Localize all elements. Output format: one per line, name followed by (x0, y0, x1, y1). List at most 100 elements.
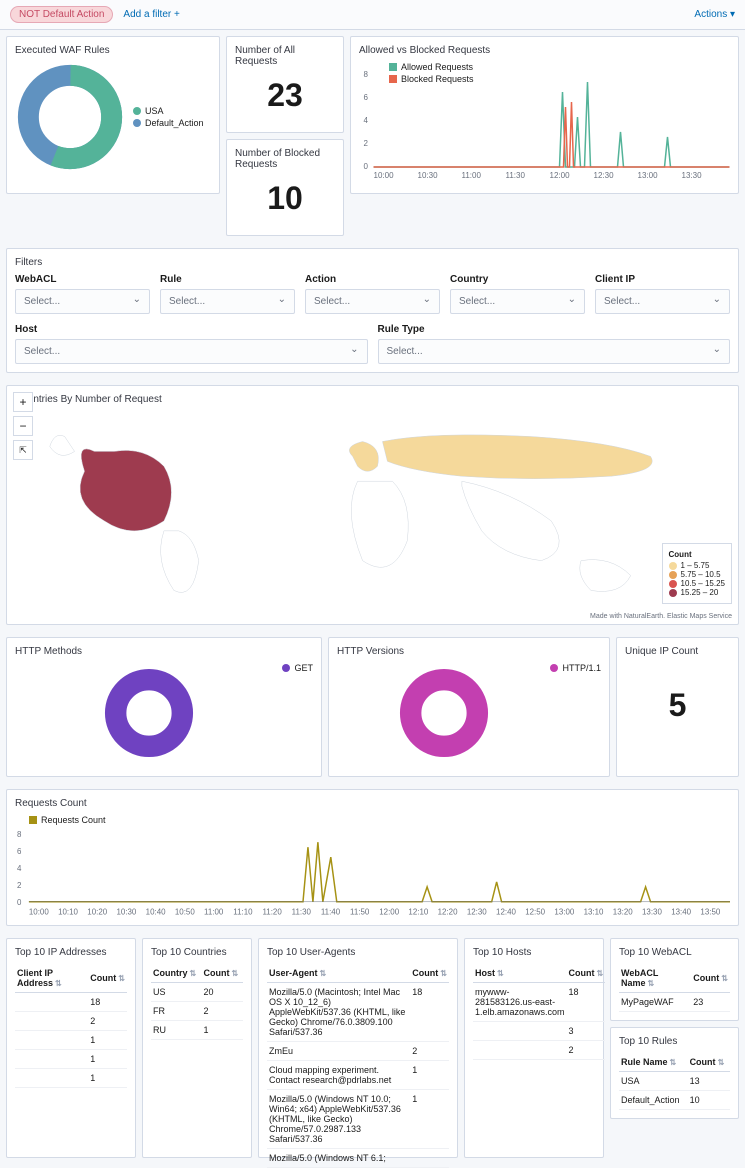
table-row[interactable]: Default_Action10 (619, 1091, 730, 1110)
column-header[interactable]: Host⇅ (473, 964, 567, 983)
svg-text:0: 0 (364, 162, 369, 171)
table-row[interactable]: 1 (15, 1069, 127, 1088)
unique-ip-value: 5 (625, 687, 730, 724)
column-header[interactable]: Count⇅ (688, 1053, 730, 1072)
top-hosts-panel: Top 10 Hosts Host⇅Count⇅mywww-281583126.… (464, 938, 604, 1158)
map-fit[interactable]: ⇱ (13, 440, 33, 460)
svg-text:12:30: 12:30 (594, 171, 615, 180)
svg-text:12:10: 12:10 (408, 908, 428, 917)
table-row[interactable]: Mozilla/5.0 (Windows NT 6.1; (267, 1149, 449, 1168)
add-filter-link[interactable]: Add a filter + (123, 9, 179, 20)
table-row[interactable]: ZmEu2 (267, 1042, 449, 1061)
table-row[interactable]: 3 (473, 1022, 605, 1041)
svg-text:6: 6 (17, 847, 22, 856)
legend-label: USA (145, 106, 164, 116)
column-header[interactable]: Count⇅ (567, 964, 606, 983)
top-rules-table: Rule Name⇅Count⇅USA13Default_Action10 (619, 1053, 730, 1110)
panel-title: Executed WAF Rules (15, 45, 211, 56)
column-header[interactable]: Rule Name⇅ (619, 1053, 688, 1072)
top-ip-panel: Top 10 IP Addresses Client IP Address⇅Co… (6, 938, 136, 1158)
world-map[interactable] (15, 411, 730, 611)
filter-select-client-ip[interactable]: Select... (595, 289, 730, 314)
top-ua-panel: Top 10 User-Agents User-Agent⇅Count⇅Mozi… (258, 938, 458, 1158)
filter-select-country[interactable]: Select... (450, 289, 585, 314)
filter-pill[interactable]: NOT Default Action (10, 6, 113, 23)
requests-count-chart: 86420 10:0010:1010:2010:3010:4010:5011:0… (15, 827, 730, 917)
map-legend: Count 1 – 5.755.75 – 10.510.5 – 15.2515.… (662, 543, 732, 604)
svg-text:11:30: 11:30 (292, 908, 312, 917)
svg-text:2: 2 (17, 881, 22, 890)
table-row[interactable]: MyPageWAF23 (619, 993, 730, 1012)
panel-title: Top 10 WebACL (619, 947, 730, 958)
svg-text:11:30: 11:30 (506, 171, 526, 180)
executed-waf-legend: USA Default_Action (133, 106, 204, 128)
filter-select-host[interactable]: Select... (15, 339, 368, 364)
http-methods-panel: HTTP Methods GET (6, 637, 322, 777)
legend-label: Blocked Requests (401, 74, 474, 84)
http-versions-donut (394, 663, 494, 763)
panel-title: Top 10 Hosts (473, 947, 595, 958)
panel-title: HTTP Methods (15, 646, 313, 657)
all-requests-panel: Number of All Requests 23 (226, 36, 344, 133)
svg-text:6: 6 (364, 93, 369, 102)
table-row[interactable]: 18 (15, 993, 127, 1012)
top-webacl-panel: Top 10 WebACL WebACL Name⇅Count⇅MyPageWA… (610, 938, 739, 1021)
svg-text:13:20: 13:20 (613, 908, 633, 917)
panel-title: HTTP Versions (337, 646, 601, 657)
table-row[interactable]: 2 (15, 1012, 127, 1031)
actions-menu[interactable]: Actions ▾ (694, 9, 735, 20)
column-header[interactable]: Count⇅ (691, 964, 730, 993)
requests-count-panel: Requests Count Requests Count 86420 10:0… (6, 789, 739, 926)
table-row[interactable]: 1 (15, 1031, 127, 1050)
countries-map-panel: Countries By Number of Request + − ⇱ Cou… (6, 385, 739, 625)
panel-title: Allowed vs Blocked Requests (359, 45, 730, 56)
panel-title: Top 10 Countries (151, 947, 243, 958)
filter-select-rule-type[interactable]: Select... (378, 339, 731, 364)
table-row[interactable]: US20 (151, 983, 243, 1002)
table-row[interactable]: Mozilla/5.0 (Macintosh; Intel Mac OS X 1… (267, 983, 449, 1042)
column-header[interactable]: Count⇅ (88, 964, 127, 993)
filter-select-webacl[interactable]: Select... (15, 289, 150, 314)
svg-text:10:50: 10:50 (175, 908, 195, 917)
svg-text:10:30: 10:30 (116, 908, 136, 917)
table-row[interactable]: Cloud mapping experiment. Contact resear… (267, 1061, 449, 1090)
table-row[interactable]: 2 (473, 1041, 605, 1060)
svg-text:13:40: 13:40 (671, 908, 691, 917)
map-zoom-out[interactable]: − (13, 416, 33, 436)
filter-bar: NOT Default Action Add a filter + Action… (0, 0, 745, 30)
svg-text:8: 8 (364, 70, 369, 79)
allowed-vs-blocked-panel: Allowed vs Blocked Requests Allowed Requ… (350, 36, 739, 194)
top-hosts-table: Host⇅Count⇅mywww-281583126.us-east-1.elb… (473, 964, 605, 1060)
column-header[interactable]: User-Agent⇅ (267, 964, 410, 983)
map-zoom-in[interactable]: + (13, 392, 33, 412)
panel-title: Requests Count (15, 798, 730, 809)
svg-text:10:20: 10:20 (87, 908, 107, 917)
legend-label: GET (294, 663, 313, 673)
blocked-requests-panel: Number of Blocked Requests 10 (226, 139, 344, 236)
svg-text:11:20: 11:20 (262, 908, 282, 917)
filter-select-rule[interactable]: Select... (160, 289, 295, 314)
svg-text:4: 4 (17, 864, 22, 873)
table-row[interactable]: USA13 (619, 1072, 730, 1091)
panel-title: Unique IP Count (625, 646, 730, 657)
svg-text:13:10: 13:10 (584, 908, 604, 917)
svg-text:10:00: 10:00 (374, 171, 395, 180)
svg-text:12:40: 12:40 (496, 908, 516, 917)
table-row[interactable]: RU1 (151, 1021, 243, 1040)
table-row[interactable]: FR2 (151, 1002, 243, 1021)
panel-title: Top 10 User-Agents (267, 947, 449, 958)
svg-text:11:00: 11:00 (204, 908, 224, 917)
filter-select-action[interactable]: Select... (305, 289, 440, 314)
svg-text:10:10: 10:10 (58, 908, 78, 917)
table-row[interactable]: mywww-281583126.us-east-1.elb.amazonaws.… (473, 983, 605, 1022)
http-methods-donut (99, 663, 199, 763)
svg-text:12:30: 12:30 (467, 908, 487, 917)
column-header[interactable]: Count⇅ (410, 964, 449, 983)
http-versions-panel: HTTP Versions HTTP/1.1 (328, 637, 610, 777)
column-header[interactable]: Client IP Address⇅ (15, 964, 88, 993)
column-header[interactable]: Country⇅ (151, 964, 202, 983)
table-row[interactable]: 1 (15, 1050, 127, 1069)
column-header[interactable]: WebACL Name⇅ (619, 964, 691, 993)
column-header[interactable]: Count⇅ (202, 964, 243, 983)
table-row[interactable]: Mozilla/5.0 (Windows NT 10.0; Win64; x64… (267, 1090, 449, 1149)
